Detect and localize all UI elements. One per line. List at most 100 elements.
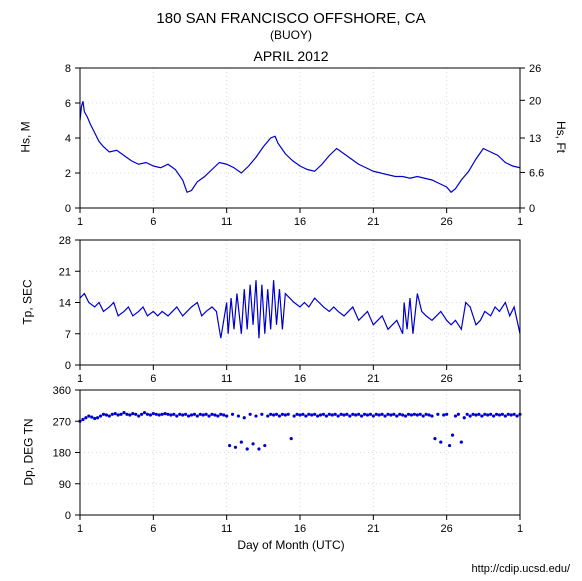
series-point [243, 416, 246, 419]
series-point [433, 437, 436, 440]
series-point [301, 413, 304, 416]
series-point [172, 413, 175, 416]
ytick-label-right: 26 [529, 63, 541, 75]
series-point [466, 413, 469, 416]
footer-url: http://cdip.ucsd.edu/ [472, 563, 570, 575]
series-point [210, 413, 213, 416]
series-point [445, 413, 448, 416]
xtick-label: 21 [367, 523, 379, 535]
series-point [293, 414, 296, 417]
series-point [284, 413, 287, 416]
series-point [84, 416, 87, 419]
series-point [360, 414, 363, 417]
xtick-label: 6 [150, 373, 156, 385]
series-point [386, 413, 389, 416]
series-point [331, 413, 334, 416]
series-point [469, 414, 472, 417]
series-point [108, 414, 111, 417]
series-point [199, 413, 202, 416]
series-point [290, 437, 293, 440]
series-point [501, 413, 504, 416]
series-point [181, 413, 184, 416]
series-point [140, 413, 143, 416]
series-point [504, 414, 507, 417]
series-point [366, 413, 369, 416]
xtick-label: 6 [150, 523, 156, 535]
series-point [442, 413, 445, 416]
series-point [231, 413, 234, 416]
series-point [419, 413, 422, 416]
series-point [381, 413, 384, 416]
series-point [81, 418, 84, 421]
series-point [451, 434, 454, 437]
series-point [246, 447, 249, 450]
series-point [166, 413, 169, 416]
series-point [369, 413, 372, 416]
series-point [105, 413, 108, 416]
ytick-label: 180 [53, 448, 71, 460]
series-point [251, 442, 254, 445]
series-point [471, 413, 474, 416]
ytick-label: 0 [65, 203, 71, 215]
series-point [187, 414, 190, 417]
series-point [219, 413, 222, 416]
series-point [507, 413, 510, 416]
title-month: APRIL 2012 [0, 48, 582, 64]
series-point [416, 413, 419, 416]
series-point [249, 413, 252, 416]
series-point [328, 413, 331, 416]
series-point [498, 413, 501, 416]
series-point [158, 413, 161, 416]
series-point [254, 414, 257, 417]
series-point [216, 414, 219, 417]
xtick-label: 1 [517, 523, 523, 535]
series-point [122, 411, 125, 414]
xtick-label: 1 [77, 373, 83, 385]
series-point [460, 440, 463, 443]
series-point [486, 413, 489, 416]
xtick-label: 16 [294, 523, 306, 535]
series-point [334, 413, 337, 416]
series-point [193, 413, 196, 416]
series-point [119, 413, 122, 416]
series-point [146, 413, 149, 416]
series-point [492, 414, 495, 417]
series-point [225, 414, 228, 417]
series-point [495, 413, 498, 416]
xlabel: Day of Month (UTC) [0, 538, 582, 552]
series-point [90, 415, 93, 418]
series-point [375, 413, 378, 416]
series-point [287, 413, 290, 416]
xtick-label: 26 [441, 373, 453, 385]
series-point [87, 414, 90, 417]
xtick-label: 26 [441, 216, 453, 228]
series-point [357, 413, 360, 416]
series-point [102, 413, 105, 416]
series-point [310, 413, 313, 416]
series-point [398, 413, 401, 416]
xtick-label: 1 [77, 216, 83, 228]
series-point [222, 413, 225, 416]
ytick-label: 2 [65, 168, 71, 180]
series-point [155, 413, 158, 416]
series-point [143, 411, 146, 414]
series-point [137, 414, 140, 417]
series-point [474, 413, 477, 416]
series-point [389, 413, 392, 416]
ytick-label: 21 [59, 266, 71, 278]
series-point [275, 413, 278, 416]
series-point [413, 413, 416, 416]
series-point [395, 414, 398, 417]
series-point [114, 412, 117, 415]
series-point [117, 413, 120, 416]
series-point [161, 413, 164, 416]
series-point [342, 413, 345, 416]
series-point [263, 444, 266, 447]
title-sub: (BUOY) [0, 28, 582, 42]
series-point [513, 413, 516, 416]
series-point [410, 413, 413, 416]
series-point [272, 413, 275, 416]
series-point [316, 414, 319, 417]
series-point [436, 413, 439, 416]
xtick-label: 16 [294, 373, 306, 385]
